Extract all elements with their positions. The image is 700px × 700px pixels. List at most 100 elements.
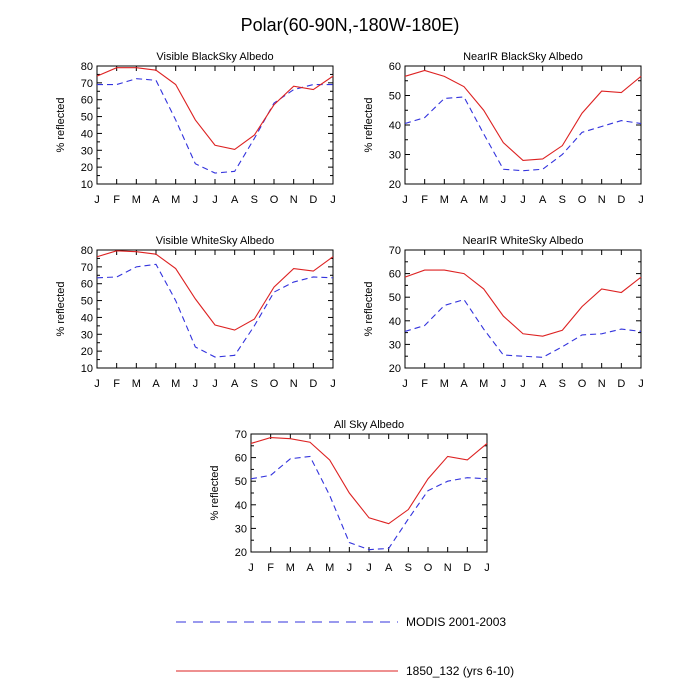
x-tick-label: A [460, 194, 468, 206]
x-tick-label: S [559, 194, 566, 206]
y-tick-label: 30 [389, 339, 401, 351]
x-tick-label: S [559, 378, 566, 390]
legend-label-model: 1850_132 (yrs 6-10) [406, 664, 514, 678]
x-tick-label: A [539, 194, 547, 206]
y-tick-label: 20 [235, 547, 247, 559]
x-tick-label: N [290, 194, 298, 206]
y-tick-label: 60 [235, 453, 247, 465]
y-tick-label: 50 [389, 292, 401, 304]
y-tick-label: 70 [235, 429, 247, 441]
y-tick-label: 20 [81, 162, 93, 174]
y-tick-label: 60 [389, 269, 401, 281]
x-tick-label: A [306, 562, 314, 574]
x-tick-label: J [520, 378, 526, 390]
x-tick-label: M [479, 194, 488, 206]
plot-frame [250, 433, 488, 553]
series-line-model [404, 269, 642, 337]
x-tick-label: J [212, 194, 218, 206]
x-tick-label: J [330, 194, 336, 206]
x-tick-label: F [113, 378, 120, 390]
x-tick-label: F [421, 378, 428, 390]
y-tick-label: 20 [81, 346, 93, 358]
y-tick-label: 50 [81, 296, 93, 308]
y-tick-label: 30 [81, 145, 93, 157]
x-tick-label: J [248, 562, 254, 574]
y-tick-label: 80 [81, 245, 93, 257]
y-tick-label: 40 [389, 316, 401, 328]
plot-frame [96, 249, 334, 369]
y-axis-label: % reflected [55, 281, 67, 336]
x-tick-label: O [270, 194, 279, 206]
x-tick-label: J [484, 562, 490, 574]
y-tick-label: 30 [81, 329, 93, 341]
x-tick-label: J [520, 194, 526, 206]
series-line-model [96, 250, 334, 331]
series-line-modis [97, 78, 333, 174]
y-tick-label: 40 [235, 500, 247, 512]
x-tick-label: N [290, 378, 298, 390]
x-tick-label: M [325, 562, 334, 574]
x-tick-label: A [385, 562, 393, 574]
y-tick-label: 60 [389, 61, 401, 73]
x-tick-label: N [598, 194, 606, 206]
x-tick-label: A [231, 378, 239, 390]
x-tick-label: M [286, 562, 295, 574]
y-tick-label: 60 [81, 95, 93, 107]
x-tick-label: J [501, 194, 507, 206]
x-tick-label: J [94, 378, 100, 390]
plot-frame [404, 65, 642, 185]
y-axis-label: % reflected [55, 97, 67, 152]
plot-frame [96, 65, 334, 185]
y-tick-label: 50 [389, 91, 401, 103]
x-tick-label: J [501, 378, 507, 390]
y-tick-label: 40 [81, 128, 93, 140]
x-tick-label: F [267, 562, 274, 574]
x-tick-label: J [330, 378, 336, 390]
y-tick-label: 80 [81, 61, 93, 73]
x-tick-label: F [113, 194, 120, 206]
x-tick-label: D [309, 194, 317, 206]
panel-1: Visible BlackSky Albedo % reflected 10 20 30… [55, 51, 336, 206]
x-tick-label: M [440, 194, 449, 206]
y-tick-label: 70 [81, 262, 93, 274]
x-tick-label: J [638, 194, 644, 206]
x-tick-label: M [132, 378, 141, 390]
y-tick-label: 70 [389, 245, 401, 257]
x-tick-label: O [578, 194, 587, 206]
series-line-model [250, 436, 488, 525]
x-tick-label: M [440, 378, 449, 390]
y-tick-label: 20 [389, 363, 401, 375]
panel-title: NearIR WhiteSky Albedo [462, 235, 583, 247]
x-tick-label: S [251, 378, 258, 390]
y-axis-label: % reflected [363, 97, 375, 152]
legend-label-modis: MODIS 2001-2003 [406, 615, 506, 629]
panel-3: Visible WhiteSky Albedo % reflected 10 20 30… [55, 235, 336, 390]
panel-title: All Sky Albedo [334, 419, 404, 431]
y-axis-label: % reflected [363, 281, 375, 336]
series-line-modis [96, 263, 334, 358]
series-line-model [96, 67, 334, 151]
series-line-modis [250, 455, 488, 551]
x-tick-label: N [598, 378, 606, 390]
x-tick-label: A [460, 378, 468, 390]
series-line-modis [404, 96, 642, 172]
panel-2: NearIR BlackSky Albedo % reflected 20 30 40 5… [363, 51, 644, 206]
x-tick-label: O [270, 378, 279, 390]
x-tick-label: D [463, 562, 471, 574]
y-tick-label: 20 [389, 179, 401, 191]
x-tick-label: O [578, 378, 587, 390]
x-tick-label: M [479, 378, 488, 390]
x-tick-label: A [152, 378, 160, 390]
x-tick-label: J [638, 378, 644, 390]
y-tick-label: 40 [389, 120, 401, 132]
x-tick-label: J [94, 194, 100, 206]
y-tick-label: 50 [81, 112, 93, 124]
chart-title: Polar(60-90N,-180W-180E) [241, 15, 460, 35]
x-tick-label: J [402, 378, 408, 390]
y-tick-label: 30 [389, 150, 401, 162]
series-line-model [404, 69, 642, 161]
x-tick-label: J [193, 194, 199, 206]
x-tick-label: D [309, 378, 317, 390]
